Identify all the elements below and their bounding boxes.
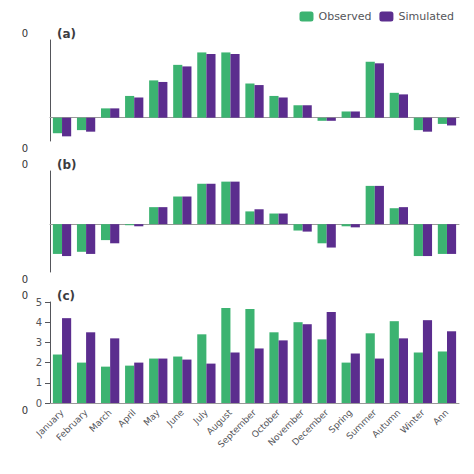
svg-text:Autumn: Autumn xyxy=(370,407,402,439)
svg-text:(a): (a) xyxy=(57,27,76,41)
svg-text:November: November xyxy=(266,407,307,448)
svg-text:March: March xyxy=(87,407,113,433)
svg-text:Ann: Ann xyxy=(431,407,450,426)
svg-text:May: May xyxy=(142,407,163,428)
svg-text:(c): (c) xyxy=(57,289,75,303)
svg-text:0: 0 xyxy=(22,405,28,416)
svg-text:April: April xyxy=(116,407,138,429)
svg-text:0: 0 xyxy=(22,290,28,301)
svg-text:4: 4 xyxy=(36,317,42,328)
svg-text:2: 2 xyxy=(36,357,42,368)
svg-text:Simulated: Simulated xyxy=(398,10,454,23)
svg-text:September: September xyxy=(216,407,258,449)
svg-text:June: June xyxy=(164,407,186,429)
svg-text:(b): (b) xyxy=(57,158,77,172)
svg-text:0: 0 xyxy=(22,143,28,154)
svg-text:0: 0 xyxy=(36,398,42,409)
svg-text:5: 5 xyxy=(36,297,42,308)
svg-text:July: July xyxy=(191,407,211,427)
svg-text:Summer: Summer xyxy=(344,407,379,442)
svg-text:Spring: Spring xyxy=(326,407,355,435)
svg-text:August: August xyxy=(204,407,234,437)
svg-text:December: December xyxy=(290,407,330,447)
svg-text:February: February xyxy=(54,407,90,443)
svg-text:Winter: Winter xyxy=(398,407,426,435)
svg-text:0: 0 xyxy=(22,274,28,285)
svg-text:0: 0 xyxy=(22,28,28,39)
svg-text:January: January xyxy=(34,407,66,439)
svg-text:Observed: Observed xyxy=(318,10,371,23)
svg-text:1: 1 xyxy=(36,377,42,388)
svg-text:3: 3 xyxy=(36,337,42,348)
svg-text:October: October xyxy=(249,407,283,440)
svg-text:0: 0 xyxy=(22,159,28,170)
